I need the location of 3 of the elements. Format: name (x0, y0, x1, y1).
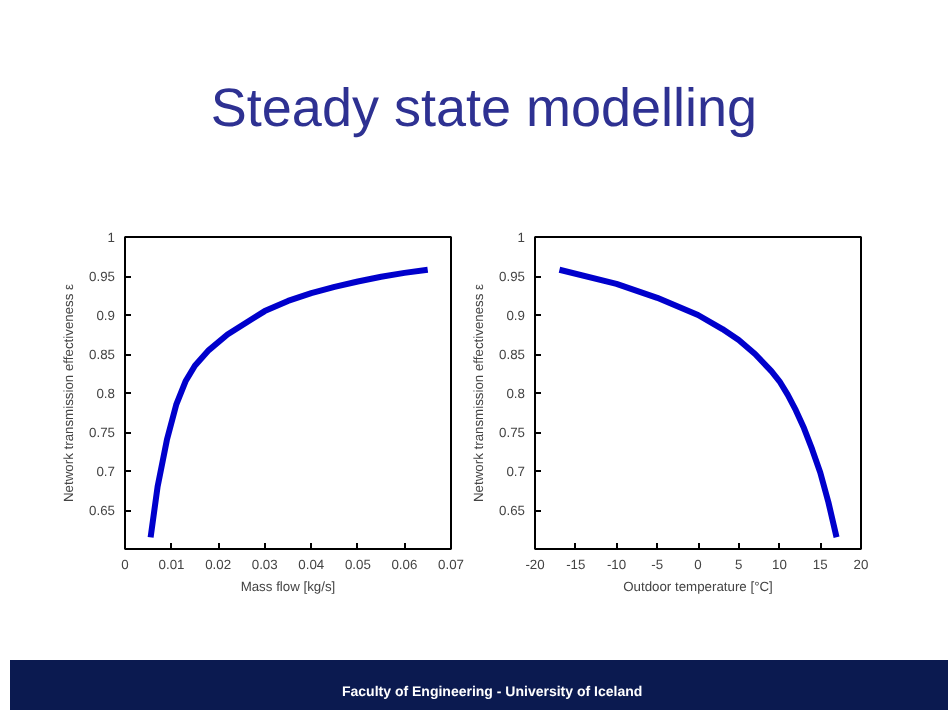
chart-title: Steady state modelling (210, 76, 758, 142)
line-series (556, 266, 840, 541)
line-series (147, 266, 431, 541)
